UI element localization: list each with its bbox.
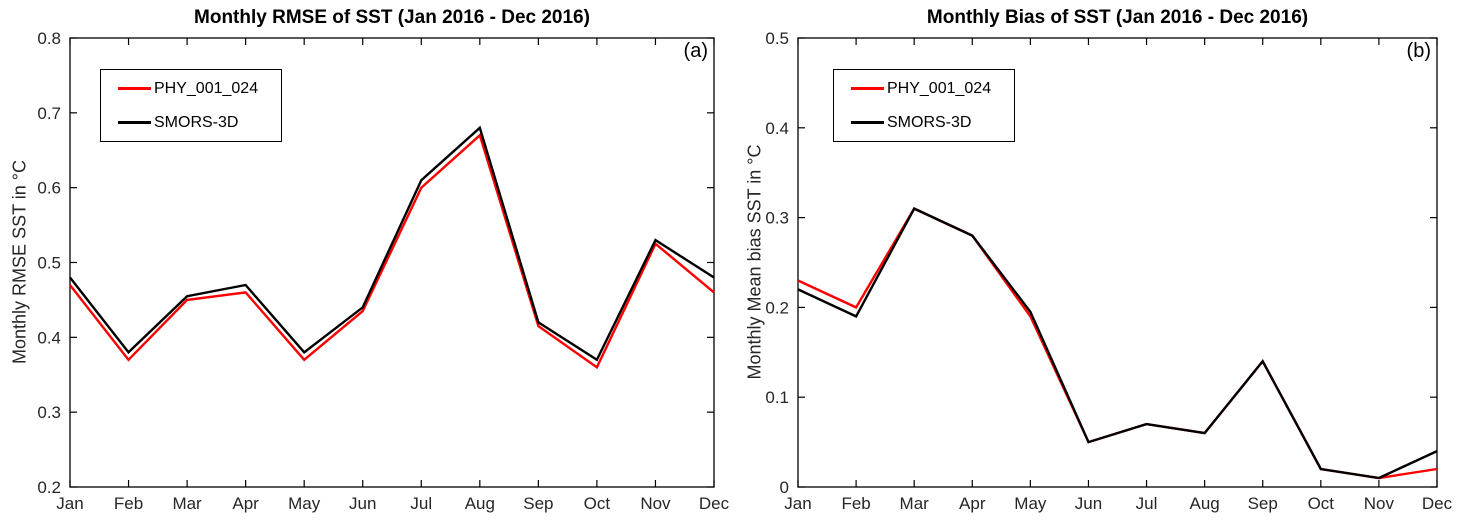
- x-tick-label: Apr: [959, 494, 986, 513]
- rmse-chart-title: Monthly RMSE of SST (Jan 2016 - Dec 2016…: [194, 7, 590, 28]
- legend-item-smors: SMORS-3D: [118, 112, 281, 134]
- x-tick-label: Jun: [1075, 494, 1102, 513]
- x-tick-label: Dec: [1422, 494, 1453, 513]
- series-line-smors-3d: [797, 207, 1438, 480]
- y-tick-label: 0.6: [37, 179, 61, 198]
- x-tick-label: Jun: [349, 494, 376, 513]
- x-tick-label: Jan: [56, 494, 83, 513]
- y-tick-label: 0.5: [37, 254, 61, 273]
- y-tick-label: 0.2: [765, 298, 789, 317]
- legend-item-phy: PHY_001_024: [118, 78, 281, 100]
- bias-panel: Monthly Bias of SST (Jan 2016 - Dec 2016…: [733, 0, 1467, 529]
- x-tick-label: Oct: [1308, 494, 1335, 513]
- x-tick-label: Nov: [1364, 494, 1395, 513]
- x-tick-label: Sep: [523, 494, 553, 513]
- rmse-legend: PHY_001_024 SMORS-3D: [100, 69, 282, 142]
- phy-line-sample: [118, 87, 151, 90]
- panel-b-tag: (b): [1406, 40, 1431, 62]
- smors-line-sample: [118, 121, 151, 124]
- rmse-panel: Monthly RMSE of SST (Jan 2016 - Dec 2016…: [0, 0, 733, 529]
- x-tick-label: Nov: [640, 494, 671, 513]
- x-tick-label: Aug: [465, 494, 495, 513]
- x-tick-label: Sep: [1248, 494, 1278, 513]
- x-tick-label: Aug: [1190, 494, 1220, 513]
- x-tick-label: Mar: [900, 494, 930, 513]
- y-tick-label: 0.3: [765, 209, 789, 228]
- legend-label-smors: SMORS-3D: [154, 113, 239, 131]
- y-tick-label: 0.3: [37, 403, 61, 422]
- series-line-phy-001-024: [69, 133, 715, 370]
- panel-a-tag: (a): [683, 40, 708, 62]
- x-tick-label: May: [1014, 494, 1047, 513]
- x-tick-label: Dec: [699, 494, 730, 513]
- y-tick-label: 0: [780, 478, 789, 497]
- y-tick-label: 0.4: [37, 328, 61, 347]
- y-tick-label: 0.2: [37, 478, 61, 497]
- x-tick-label: Mar: [172, 494, 202, 513]
- legend-label-smors: SMORS-3D: [887, 113, 972, 131]
- series-line-phy-001-024: [797, 207, 1438, 480]
- x-tick-label: Apr: [232, 494, 259, 513]
- legend-item-phy: PHY_001_024: [851, 78, 1014, 100]
- x-tick-label: Oct: [584, 494, 611, 513]
- x-tick-label: Jul: [410, 494, 432, 513]
- legend-label-phy: PHY_001_024: [154, 79, 259, 97]
- y-tick-label: 0.7: [37, 104, 61, 123]
- x-tick-label: Feb: [841, 494, 870, 513]
- bias-plot-area: Jan Feb Mar Apr May Jun Jul Aug Sep Oct Nov Dec 0 0.1…: [765, 29, 1453, 513]
- y-tick-label: 0.1: [765, 388, 789, 407]
- y-tick-label: 0.8: [37, 29, 61, 48]
- axes-box: [797, 37, 1438, 488]
- x-tick-label: Feb: [114, 494, 143, 513]
- rmse-plot-area: Jan Feb Mar Apr May Jun Jul Aug Sep Oct Nov Dec 0.2 0…: [37, 29, 730, 513]
- axes-box: [69, 37, 715, 488]
- bias-legend: PHY_001_024 SMORS-3D: [833, 69, 1015, 142]
- y-tick-label: 0.5: [765, 29, 789, 48]
- x-tick-label: May: [288, 494, 321, 513]
- phy-line-sample: [851, 87, 884, 90]
- x-tick-label: Jul: [1136, 494, 1158, 513]
- legend-item-smors: SMORS-3D: [851, 112, 1014, 134]
- bias-chart-title: Monthly Bias of SST (Jan 2016 - Dec 2016…: [926, 7, 1309, 28]
- smors-line-sample: [851, 121, 884, 124]
- y-tick-label: 0.4: [765, 119, 789, 138]
- legend-label-phy: PHY_001_024: [887, 79, 992, 97]
- x-tick-label: Jan: [784, 494, 811, 513]
- series-line-smors-3d: [69, 125, 715, 362]
